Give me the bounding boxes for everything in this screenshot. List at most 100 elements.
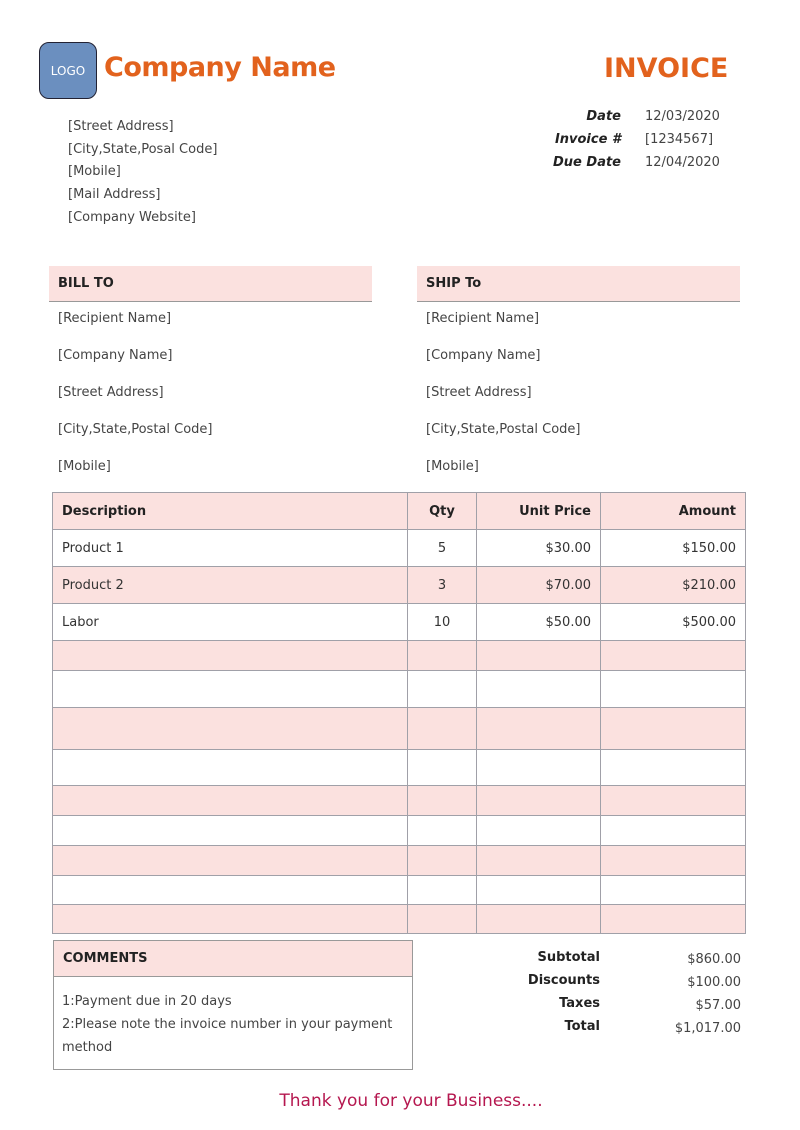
- amount-cell: $150.00: [600, 529, 746, 567]
- due-date-value: 12/04/2020: [645, 155, 720, 170]
- company-address-line: [Mobile]: [68, 164, 121, 179]
- qty-cell: [407, 875, 477, 905]
- description-cell: [52, 749, 408, 786]
- qty-cell: 10: [407, 603, 477, 641]
- qty-cell: [407, 640, 477, 671]
- bill-to-line: [Recipient Name]: [58, 311, 172, 326]
- comment-line: 2:Please note the invoice number in your…: [62, 1017, 393, 1055]
- amount-cell: [600, 640, 746, 671]
- qty-cell: 5: [407, 529, 477, 567]
- qty-cell: [407, 670, 477, 708]
- description-cell: [52, 904, 408, 934]
- qty-cell: [407, 785, 477, 816]
- amount-cell: [600, 904, 746, 934]
- company-name: Company Name: [104, 52, 336, 83]
- taxes-label: Taxes: [559, 996, 600, 1011]
- ship-to-line: [Mobile]: [426, 459, 479, 474]
- date-value: 12/03/2020: [645, 109, 720, 124]
- invoice-number-label: Invoice #: [554, 132, 621, 147]
- line-items-table: Description Qty Unit Price Amount Produc…: [52, 492, 746, 934]
- qty-cell: [407, 904, 477, 934]
- table-row: [52, 707, 746, 750]
- col-unit-price: Unit Price: [476, 492, 601, 530]
- description-cell: Product 2: [52, 566, 408, 604]
- table-row: [52, 749, 746, 786]
- description-cell: Labor: [52, 603, 408, 641]
- table-row: [52, 640, 746, 671]
- description-cell: [52, 815, 408, 846]
- comments-header: COMMENTS: [54, 941, 412, 977]
- taxes-value: $57.00: [695, 998, 742, 1013]
- company-address-line: [City,State,Posal Code]: [68, 142, 218, 157]
- amount-cell: $500.00: [600, 603, 746, 641]
- table-row: [52, 904, 746, 934]
- table-row: [52, 875, 746, 905]
- description-cell: [52, 707, 408, 750]
- table-row: [52, 785, 746, 816]
- col-amount: Amount: [600, 492, 746, 530]
- date-label: Date: [586, 109, 621, 124]
- description-cell: [52, 875, 408, 905]
- table-row: [52, 845, 746, 876]
- qty-cell: [407, 707, 477, 750]
- total-label: Total: [564, 1019, 600, 1034]
- unit-price-cell: [476, 785, 601, 816]
- bill-to-line: [Street Address]: [58, 385, 164, 400]
- table-row: Labor 10 $50.00 $500.00: [52, 603, 746, 641]
- amount-cell: [600, 875, 746, 905]
- company-address-line: [Mail Address]: [68, 187, 161, 202]
- logo: LOGO: [39, 42, 97, 99]
- ship-to-header: SHIP To: [417, 266, 740, 302]
- unit-price-cell: [476, 845, 601, 876]
- amount-cell: $210.00: [600, 566, 746, 604]
- amount-cell: [600, 670, 746, 708]
- table-row: Product 2 3 $70.00 $210.00: [52, 566, 746, 604]
- invoice-title: INVOICE: [604, 53, 729, 84]
- description-cell: [52, 845, 408, 876]
- unit-price-cell: $30.00: [476, 529, 601, 567]
- comment-line: 1:Payment due in 20 days: [62, 994, 232, 1009]
- amount-cell: [600, 707, 746, 750]
- amount-cell: [600, 749, 746, 786]
- qty-cell: 3: [407, 566, 477, 604]
- amount-cell: [600, 785, 746, 816]
- bill-to-line: [Mobile]: [58, 459, 111, 474]
- amount-cell: [600, 815, 746, 846]
- table-row: [52, 670, 746, 708]
- description-cell: [52, 785, 408, 816]
- unit-price-cell: $50.00: [476, 603, 601, 641]
- amount-cell: [600, 845, 746, 876]
- bill-to-line: [City,State,Postal Code]: [58, 422, 213, 437]
- company-address-line: [Company Website]: [68, 210, 196, 225]
- ship-to-line: [Recipient Name]: [426, 311, 540, 326]
- thank-you-message: Thank you for your Business....: [279, 1091, 543, 1111]
- unit-price-cell: [476, 707, 601, 750]
- ship-to-line: [Company Name]: [426, 348, 541, 363]
- qty-cell: [407, 845, 477, 876]
- description-cell: [52, 640, 408, 671]
- table-row: [52, 815, 746, 846]
- qty-cell: [407, 749, 477, 786]
- discounts-value: $100.00: [687, 975, 741, 990]
- comments-box: COMMENTS 1:Payment due in 20 days 2:Plea…: [53, 940, 413, 1070]
- description-cell: [52, 670, 408, 708]
- bill-to-line: [Company Name]: [58, 348, 173, 363]
- ship-to-line: [City,State,Postal Code]: [426, 422, 581, 437]
- total-value: $1,017.00: [674, 1021, 741, 1036]
- col-description: Description: [52, 492, 408, 530]
- description-cell: Product 1: [52, 529, 408, 567]
- table-row: Product 1 5 $30.00 $150.00: [52, 529, 746, 567]
- unit-price-cell: [476, 670, 601, 708]
- bill-to-header: BILL TO: [49, 266, 372, 302]
- ship-to-line: [Street Address]: [426, 385, 532, 400]
- due-date-label: Due Date: [553, 155, 621, 170]
- unit-price-cell: [476, 904, 601, 934]
- subtotal-value: $860.00: [687, 952, 741, 967]
- discounts-label: Discounts: [527, 973, 600, 988]
- qty-cell: [407, 815, 477, 846]
- unit-price-cell: [476, 640, 601, 671]
- unit-price-cell: [476, 815, 601, 846]
- col-qty: Qty: [407, 492, 477, 530]
- unit-price-cell: $70.00: [476, 566, 601, 604]
